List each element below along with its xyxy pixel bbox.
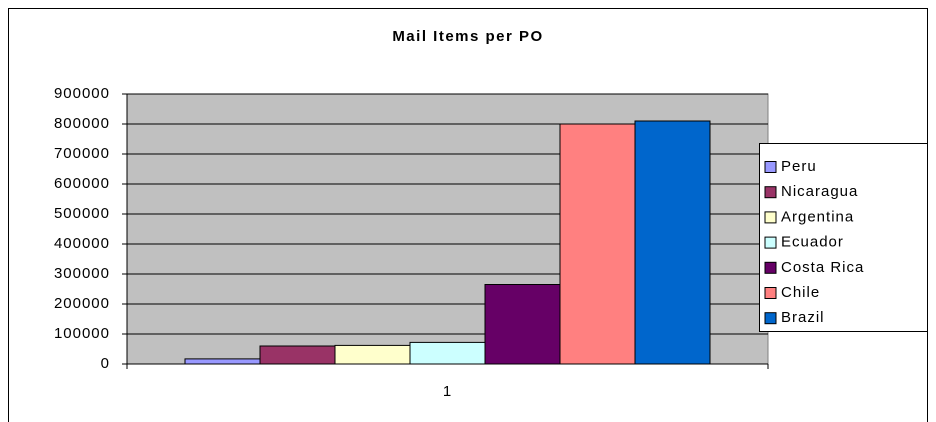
x-tick-label: 1 — [443, 383, 452, 400]
bar — [184, 358, 261, 365]
chart-title: Mail Items per PO — [392, 28, 543, 45]
bar — [634, 120, 711, 365]
y-tick-label: 500000 — [54, 205, 110, 222]
legend-label: Nicaragua — [781, 183, 858, 200]
legend-swatch — [764, 211, 777, 224]
legend-swatch — [764, 186, 777, 199]
legend-swatch — [764, 287, 777, 299]
y-tick-label: 300000 — [54, 265, 110, 282]
legend-label: Chile — [781, 284, 820, 301]
y-tick-label: 600000 — [54, 175, 110, 192]
legend-swatch — [764, 236, 777, 249]
legend-label: Peru — [781, 158, 817, 175]
y-tick-label: 0 — [101, 355, 110, 372]
bar — [484, 284, 561, 365]
y-tick-label: 400000 — [54, 235, 110, 252]
legend-label: Costa Rica — [781, 259, 864, 276]
legend-swatch — [764, 261, 777, 274]
legend-label: Ecuador — [781, 234, 844, 251]
bar — [259, 345, 336, 365]
y-tick-label: 200000 — [54, 295, 110, 312]
legend-label: Argentina — [781, 208, 854, 225]
legend-label: Brazil — [781, 309, 825, 326]
bar — [559, 123, 636, 365]
legend-swatch — [764, 312, 777, 325]
legend-box — [759, 143, 928, 332]
legend-swatch — [764, 161, 777, 173]
y-tick-label: 800000 — [54, 115, 110, 132]
y-tick-label: 100000 — [54, 325, 110, 342]
y-tick-label: 700000 — [54, 145, 110, 162]
y-tick-label: 900000 — [54, 85, 110, 102]
bar — [409, 341, 486, 365]
bar — [334, 344, 411, 365]
